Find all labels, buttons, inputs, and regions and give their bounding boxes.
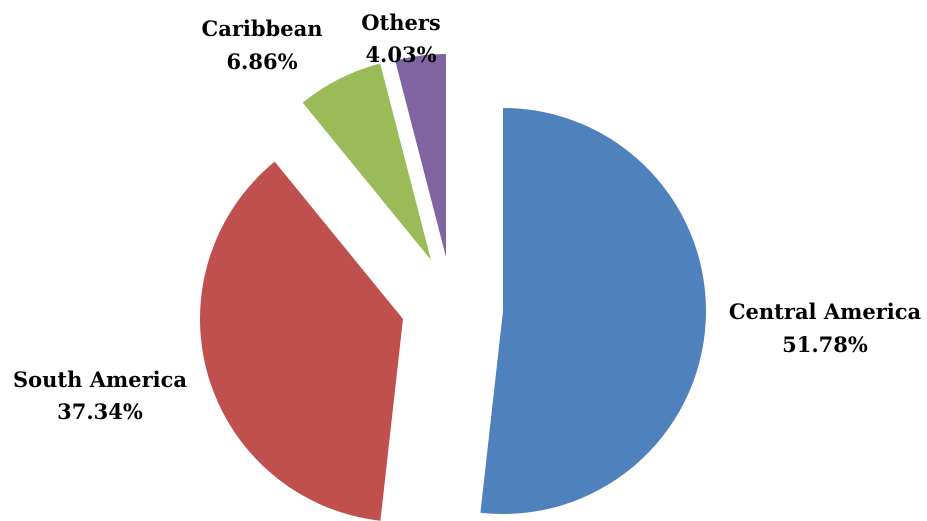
pie-slice-south-america [200, 161, 403, 521]
pie-slice-central-america [480, 108, 707, 514]
slice-label-south-america: South America [13, 367, 187, 392]
slice-label-others: Others [361, 10, 441, 35]
slice-value-others: 4.03% [365, 42, 436, 67]
slice-value-south-america: 37.34% [57, 399, 143, 424]
pie-slice-caribbean [302, 63, 431, 261]
pie-slice-others [395, 54, 446, 257]
slice-label-caribbean: Caribbean [202, 16, 323, 41]
slice-label-central-america: Central America [729, 299, 922, 324]
slice-value-central-america: 51.78% [782, 332, 868, 357]
slice-value-caribbean: 6.86% [226, 49, 297, 74]
